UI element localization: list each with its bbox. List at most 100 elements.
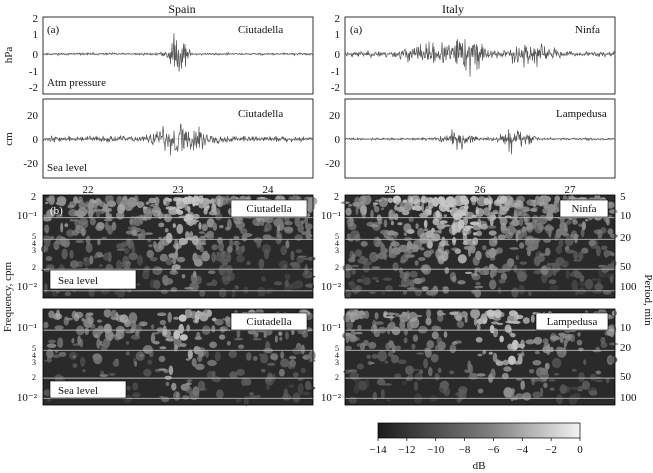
spectral-energy-blob — [425, 317, 432, 326]
spectral-energy-blob — [549, 387, 555, 391]
spectral-energy-blob — [291, 360, 296, 369]
spectral-energy-blob — [508, 355, 516, 365]
spectral-energy-blob — [395, 200, 400, 206]
spectral-energy-blob — [181, 274, 186, 279]
y-tick-label: -1 — [29, 66, 38, 78]
spectral-energy-blob — [96, 338, 101, 349]
y-tick-label: 0 — [33, 134, 39, 146]
spectral-energy-blob — [589, 390, 598, 396]
spectral-energy-blob — [44, 239, 51, 248]
spectral-energy-blob — [58, 351, 67, 357]
spectral-energy-blob — [302, 257, 309, 260]
spectral-energy-blob — [212, 222, 218, 231]
spectral-energy-blob — [116, 259, 122, 271]
spectral-energy-blob — [392, 262, 399, 272]
spectral-energy-blob — [125, 324, 134, 327]
spectral-energy-blob — [585, 219, 589, 222]
spectral-energy-blob — [97, 238, 101, 246]
spectral-energy-blob — [160, 289, 169, 295]
colorbar-tick-label: −6 — [488, 444, 500, 456]
spectral-energy-blob — [300, 344, 305, 355]
spectral-energy-blob — [578, 372, 585, 382]
spectral-energy-blob — [284, 226, 294, 234]
spectral-energy-blob — [74, 311, 84, 319]
spectral-energy-blob — [518, 284, 525, 295]
freq-minor-label: 4 — [32, 351, 36, 360]
spectral-energy-blob — [496, 269, 506, 274]
spectral-energy-blob — [103, 308, 112, 318]
spectral-energy-blob — [265, 377, 273, 384]
spectral-energy-blob — [400, 277, 411, 288]
spectral-energy-blob — [125, 260, 132, 267]
spectral-energy-blob — [309, 359, 316, 362]
spectral-energy-blob — [491, 321, 499, 325]
spectral-energy-blob — [360, 205, 367, 216]
freq-tick-label: 10⁻² — [321, 281, 342, 293]
spectral-energy-blob — [611, 260, 617, 267]
spectral-energy-blob — [87, 316, 94, 325]
spectral-energy-blob — [351, 264, 360, 268]
spectral-energy-blob — [347, 315, 356, 321]
spectral-energy-blob — [285, 240, 290, 248]
spectral-energy-blob — [257, 286, 266, 297]
spectral-energy-blob — [86, 206, 91, 213]
x-tick-label: 23 — [173, 184, 185, 196]
x-axis-ticks: 22 23 24 — [83, 184, 275, 196]
spectral-energy-blob — [221, 274, 231, 285]
spectral-energy-blob — [294, 234, 303, 241]
spectral-energy-blob — [552, 267, 557, 277]
spectral-energy-blob — [163, 198, 167, 206]
spectral-energy-blob — [496, 195, 507, 204]
spectral-energy-blob — [146, 210, 153, 221]
spectral-energy-blob — [377, 239, 382, 243]
station-label: Ninfa — [575, 24, 600, 36]
spectral-energy-blob — [393, 196, 399, 202]
spectral-energy-blob — [534, 350, 540, 355]
spectral-energy-blob — [373, 202, 377, 208]
spectral-energy-blob — [458, 205, 468, 214]
spectral-energy-blob — [233, 337, 244, 341]
spectral-energy-blob — [302, 355, 309, 359]
spectral-energy-blob — [150, 333, 156, 344]
spectral-energy-blob — [519, 261, 527, 265]
spectral-energy-blob — [216, 389, 224, 399]
spectral-energy-blob — [609, 233, 618, 239]
spectral-energy-blob — [108, 333, 116, 337]
spectral-energy-blob — [305, 223, 313, 230]
freq-minor-label: 3 — [335, 246, 339, 255]
spectral-energy-blob — [201, 235, 209, 238]
spectral-energy-blob — [92, 353, 101, 361]
spectral-energy-blob — [125, 351, 130, 356]
spectral-energy-blob — [399, 319, 406, 331]
spectral-energy-blob — [137, 205, 143, 208]
spectral-energy-blob — [388, 253, 397, 259]
spectral-energy-blob — [493, 235, 498, 244]
italy-atm-trace — [344, 39, 616, 77]
spectral-energy-blob — [441, 224, 452, 227]
spectral-energy-blob — [442, 286, 449, 294]
spectral-energy-blob — [244, 395, 249, 406]
spectral-energy-blob — [206, 282, 214, 287]
spectral-energy-blob — [234, 220, 242, 225]
spectral-energy-blob — [100, 344, 105, 347]
spectral-energy-blob — [462, 217, 469, 226]
spectral-energy-blob — [418, 257, 426, 261]
spectral-energy-blob — [81, 317, 86, 322]
spectral-energy-blob — [181, 395, 190, 400]
spectral-energy-blob — [56, 309, 60, 320]
spectral-energy-blob — [433, 210, 443, 222]
frequency-axis: 2 10⁻¹ 5 4 3 2 10⁻² 10⁻¹ 5 4 3 2 10⁻² Fr… — [2, 192, 38, 404]
spectral-energy-blob — [243, 286, 249, 294]
spectral-energy-blob — [197, 380, 206, 391]
spectral-energy-blob — [308, 350, 316, 361]
spectral-energy-blob — [278, 260, 289, 270]
spectral-energy-blob — [305, 233, 312, 241]
spectral-energy-blob — [445, 240, 449, 245]
spectral-energy-blob — [85, 242, 93, 253]
spectral-energy-blob — [525, 339, 535, 345]
spectral-energy-blob — [168, 365, 174, 376]
spectral-energy-blob — [159, 253, 168, 262]
spectral-energy-blob — [564, 236, 574, 247]
spectral-energy-blob — [163, 369, 169, 374]
period-axis: 5 10 20 50 100 10 20 50 100 Period, min — [620, 191, 653, 404]
